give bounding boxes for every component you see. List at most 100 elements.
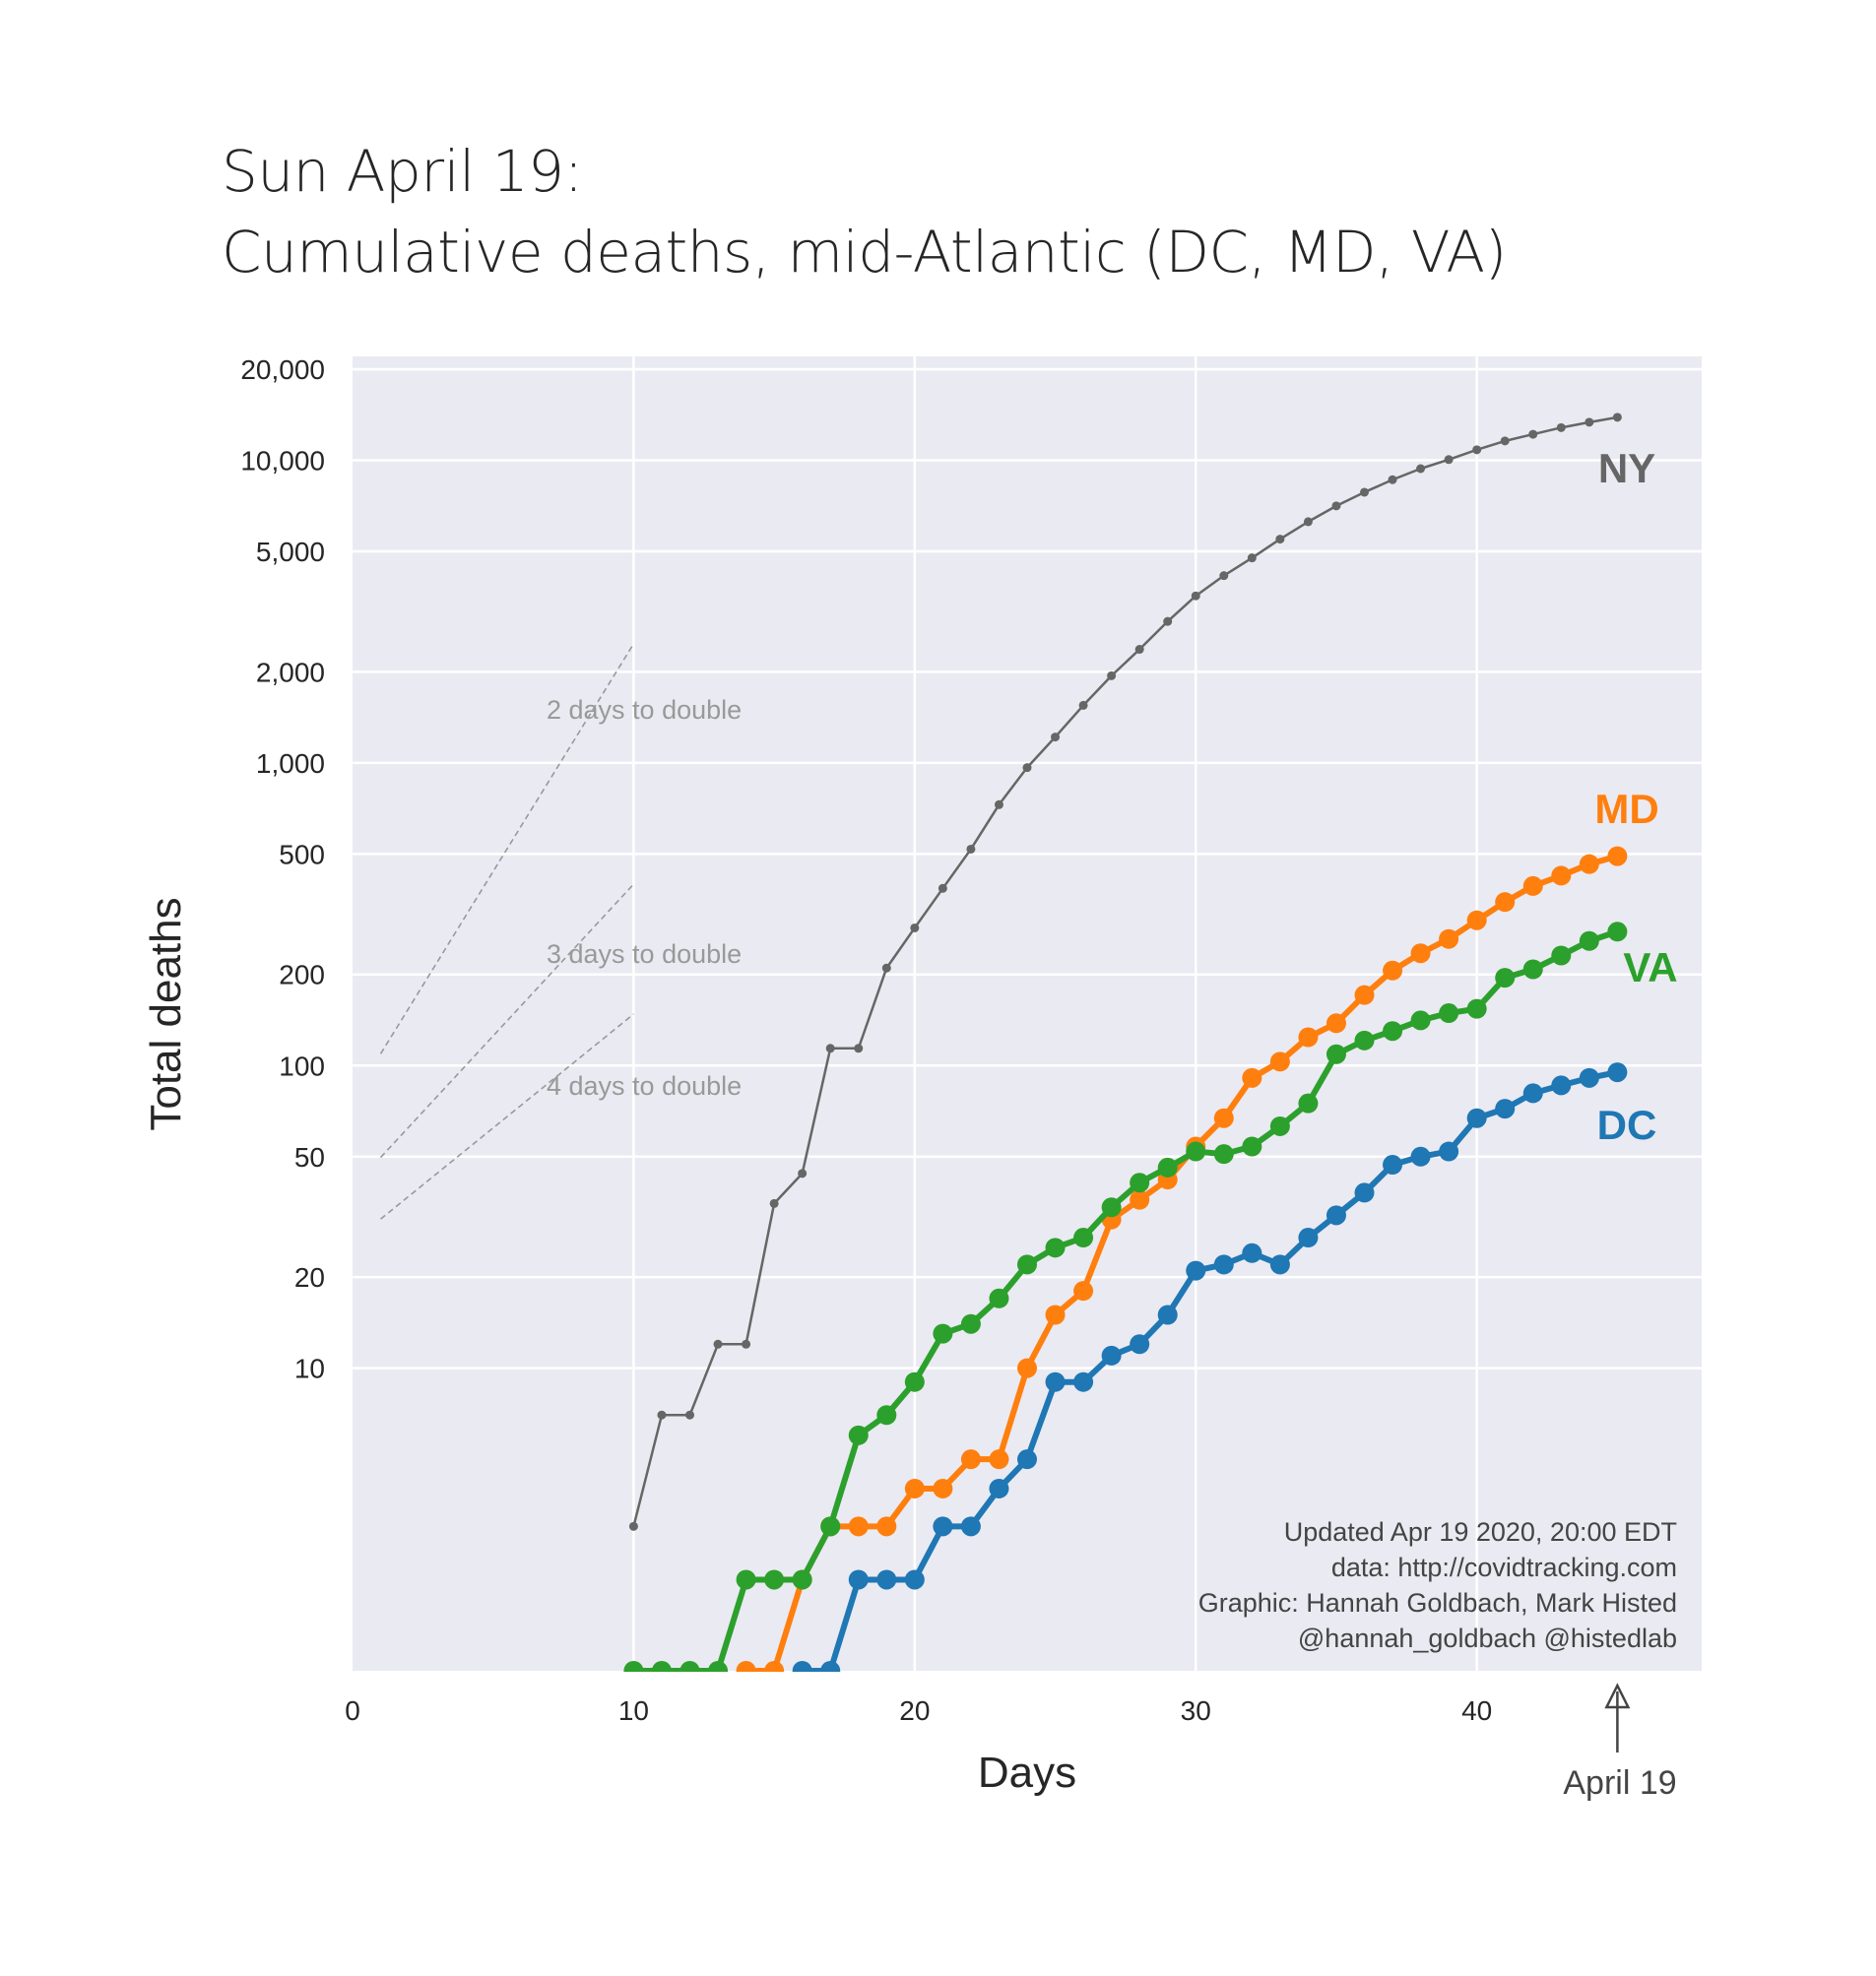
data-point-va bbox=[1157, 1157, 1178, 1178]
data-point-ny bbox=[881, 963, 891, 973]
series-label-dc: DC bbox=[1597, 1102, 1657, 1148]
data-point-md bbox=[960, 1449, 981, 1470]
data-point-md bbox=[1045, 1305, 1066, 1325]
y-tick-label: 2,000 bbox=[256, 657, 325, 687]
data-point-va bbox=[708, 1661, 729, 1672]
data-point-dc bbox=[820, 1661, 841, 1672]
data-point-dc bbox=[1551, 1075, 1572, 1096]
data-point-ny bbox=[1134, 645, 1144, 655]
data-point-dc bbox=[960, 1516, 981, 1537]
data-point-ny bbox=[1472, 445, 1482, 455]
data-point-md bbox=[1551, 865, 1572, 886]
data-point-dc bbox=[792, 1661, 812, 1672]
data-point-va bbox=[876, 1405, 897, 1426]
reference-line-label: 2 days to double bbox=[547, 695, 742, 725]
data-point-ny bbox=[1528, 429, 1538, 439]
data-point-va bbox=[1045, 1238, 1066, 1258]
data-point-ny bbox=[628, 1521, 638, 1531]
data-point-md bbox=[989, 1449, 1009, 1470]
y-tick-label: 20,000 bbox=[240, 354, 325, 385]
y-tick-label: 50 bbox=[294, 1142, 325, 1173]
data-point-va bbox=[1607, 922, 1628, 942]
data-point-va bbox=[623, 1661, 644, 1672]
data-point-md bbox=[1579, 854, 1599, 874]
data-point-md bbox=[904, 1478, 925, 1498]
data-point-md bbox=[1522, 875, 1543, 896]
reference-line-label: 3 days to double bbox=[547, 939, 742, 969]
data-point-md bbox=[1242, 1067, 1262, 1088]
data-point-va bbox=[1439, 1003, 1459, 1024]
data-point-ny bbox=[1022, 763, 1032, 773]
data-point-va bbox=[1354, 1030, 1375, 1051]
data-point-va bbox=[989, 1288, 1009, 1308]
data-point-md bbox=[1607, 846, 1628, 866]
y-tick-label: 10,000 bbox=[240, 446, 325, 477]
data-point-dc bbox=[1354, 1182, 1375, 1203]
data-point-ny bbox=[825, 1044, 835, 1053]
data-point-md bbox=[1213, 1108, 1234, 1128]
data-point-md bbox=[1269, 1052, 1290, 1072]
data-point-ny bbox=[910, 923, 920, 932]
data-point-md bbox=[1326, 1013, 1346, 1034]
data-point-ny bbox=[1388, 475, 1397, 484]
reference-line bbox=[379, 643, 635, 1054]
data-point-dc bbox=[1522, 1083, 1543, 1104]
x-tick-label: 40 bbox=[1461, 1695, 1492, 1726]
x-tick-label: 30 bbox=[1181, 1695, 1211, 1726]
series-group bbox=[623, 413, 1628, 1672]
series-label-md: MD bbox=[1594, 786, 1658, 832]
reference-line-label: 4 days to double bbox=[547, 1071, 742, 1101]
data-point-ny bbox=[1163, 616, 1173, 626]
data-point-dc bbox=[1579, 1067, 1599, 1088]
data-point-ny bbox=[1247, 553, 1257, 563]
data-point-ny bbox=[1303, 517, 1313, 527]
data-point-ny bbox=[769, 1198, 779, 1208]
series-label-ny: NY bbox=[1598, 445, 1655, 491]
data-point-va bbox=[1269, 1115, 1290, 1136]
data-point-md bbox=[1410, 943, 1431, 964]
data-point-va bbox=[651, 1661, 672, 1672]
data-point-dc bbox=[904, 1569, 925, 1590]
data-point-va bbox=[764, 1569, 785, 1590]
data-point-ny bbox=[742, 1339, 751, 1349]
data-point-va bbox=[1383, 1021, 1403, 1042]
data-point-ny bbox=[1444, 455, 1454, 465]
data-point-va bbox=[1551, 945, 1572, 966]
credit-line: @hannah_goldbach @histedlab bbox=[1298, 1624, 1677, 1653]
data-point-va bbox=[848, 1425, 869, 1445]
data-point-ny bbox=[1219, 571, 1229, 581]
data-point-ny bbox=[657, 1410, 667, 1420]
data-point-md bbox=[1495, 892, 1516, 913]
data-point-md bbox=[1439, 928, 1459, 949]
data-point-ny bbox=[1612, 413, 1622, 422]
y-tick-label: 1,000 bbox=[256, 748, 325, 779]
y-tick-label: 100 bbox=[279, 1051, 325, 1081]
data-point-va bbox=[1130, 1173, 1150, 1193]
series-labels: NY MD VA DC bbox=[1594, 445, 1677, 1148]
credit-line: Updated Apr 19 2020, 20:00 EDT bbox=[1284, 1517, 1677, 1547]
data-point-md bbox=[1383, 960, 1403, 981]
x-tick-label: 10 bbox=[618, 1695, 649, 1726]
reference-lines: 2 days to double 3 days to double 4 days t… bbox=[379, 643, 742, 1220]
chart-title-line2: Cumulative deaths, mid-Atlantic (DC, MD,… bbox=[222, 219, 1507, 286]
series-label-va: VA bbox=[1623, 944, 1677, 990]
data-point-ny bbox=[938, 883, 947, 893]
data-point-dc bbox=[1213, 1254, 1234, 1275]
data-point-va bbox=[1242, 1136, 1262, 1157]
credit-line: Graphic: Hannah Goldbach, Mark Histed bbox=[1198, 1588, 1677, 1618]
data-point-ny bbox=[685, 1410, 694, 1420]
data-point-ny bbox=[798, 1169, 808, 1179]
data-point-ny bbox=[1500, 436, 1510, 446]
data-point-ny bbox=[1556, 422, 1566, 432]
y-tick-label: 10 bbox=[294, 1354, 325, 1384]
chart-title-line1: Sun April 19: bbox=[222, 138, 583, 205]
data-point-dc bbox=[1383, 1155, 1403, 1176]
data-point-dc bbox=[1495, 1099, 1516, 1119]
data-point-va bbox=[1326, 1044, 1346, 1064]
data-point-dc bbox=[1242, 1243, 1262, 1263]
data-point-dc bbox=[1130, 1334, 1150, 1355]
x-axis-title: Days bbox=[978, 1749, 1076, 1797]
data-point-va bbox=[1101, 1197, 1122, 1218]
tick-labels: 1020501002005001,0002,0005,00010,00020,0… bbox=[240, 354, 1492, 1726]
